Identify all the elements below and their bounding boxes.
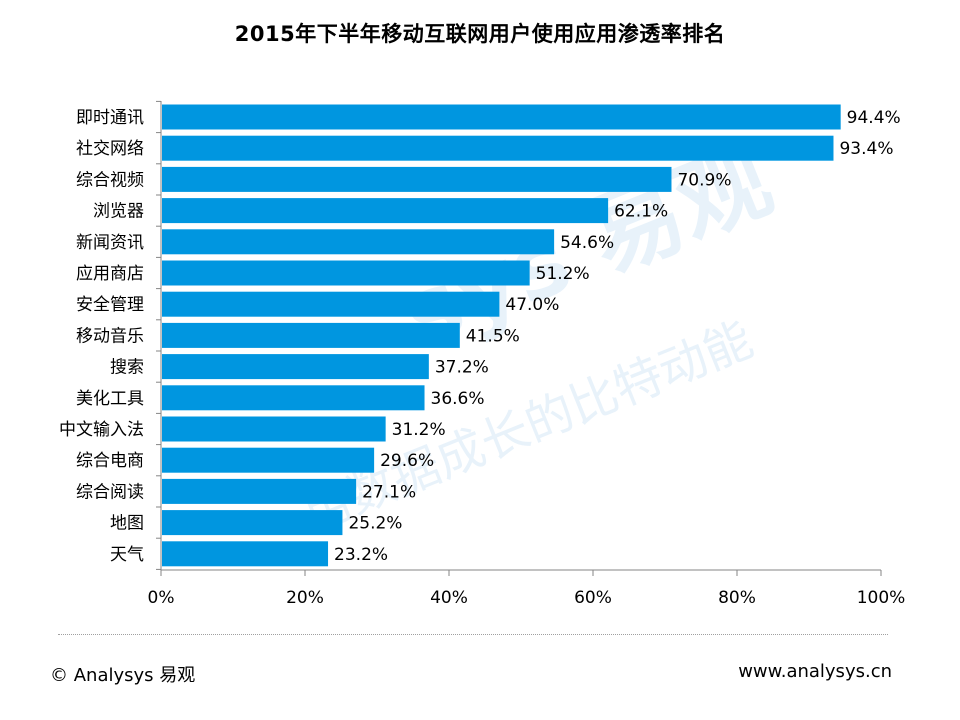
category-label: 应用商店 (76, 264, 144, 284)
category-label: 浏览器 (93, 202, 144, 222)
data-label: 54.6% (560, 233, 614, 253)
data-label: 36.6% (431, 389, 485, 409)
x-tick-label: 100% (857, 588, 906, 608)
category-label: 即时通讯 (76, 108, 144, 128)
bar (162, 166, 672, 192)
x-tick-label: 40% (430, 588, 468, 608)
chart-title: 2015年下半年移动互联网用户使用应用渗透率排名 (234, 22, 726, 46)
x-tick-label: 80% (718, 588, 756, 608)
bar (162, 135, 834, 161)
bar (162, 478, 357, 504)
bar (162, 291, 500, 317)
data-label: 27.1% (362, 482, 416, 502)
x-tick-label: 60% (574, 588, 612, 608)
category-label: 综合电商 (76, 451, 144, 471)
bar (162, 229, 555, 255)
bar (162, 260, 530, 286)
data-label: 31.2% (392, 420, 446, 440)
category-label: 移动音乐 (76, 326, 144, 346)
data-label: 62.1% (614, 202, 668, 222)
footer-website[interactable]: www.analysys.cn (738, 661, 892, 682)
data-label: 47.0% (505, 295, 559, 315)
category-label: 社交网络 (76, 139, 144, 159)
bar (162, 198, 609, 224)
bar (162, 447, 375, 473)
category-label: 地图 (110, 514, 144, 534)
footer-copyright: © Analysys 易观 (50, 665, 196, 686)
category-label: 搜索 (110, 358, 144, 378)
bar (162, 322, 460, 348)
bar (162, 385, 425, 411)
data-label: 93.4% (839, 139, 893, 159)
bar (162, 104, 841, 130)
data-label: 51.2% (536, 264, 590, 284)
category-label: 天气 (110, 545, 144, 565)
data-label: 23.2% (334, 545, 388, 565)
x-tick-label: 0% (148, 588, 175, 608)
data-label: 94.4% (847, 108, 901, 128)
bar (162, 541, 329, 567)
data-label: 41.5% (466, 326, 520, 346)
data-label: 25.2% (348, 514, 402, 534)
data-label: 37.2% (435, 358, 489, 378)
category-label: 美化工具 (76, 389, 144, 409)
x-tick-label: 20% (286, 588, 324, 608)
category-label: 综合视频 (76, 170, 144, 190)
category-label: 综合阅读 (76, 482, 144, 502)
data-label: 29.6% (380, 451, 434, 471)
category-label: 中文输入法 (59, 420, 144, 440)
bar (162, 510, 343, 536)
bar (162, 354, 429, 380)
data-label: 70.9% (677, 170, 731, 190)
category-label: 安全管理 (76, 295, 144, 315)
bar (162, 416, 386, 442)
footer-divider (58, 634, 888, 635)
category-label: 新闻资讯 (76, 233, 144, 253)
